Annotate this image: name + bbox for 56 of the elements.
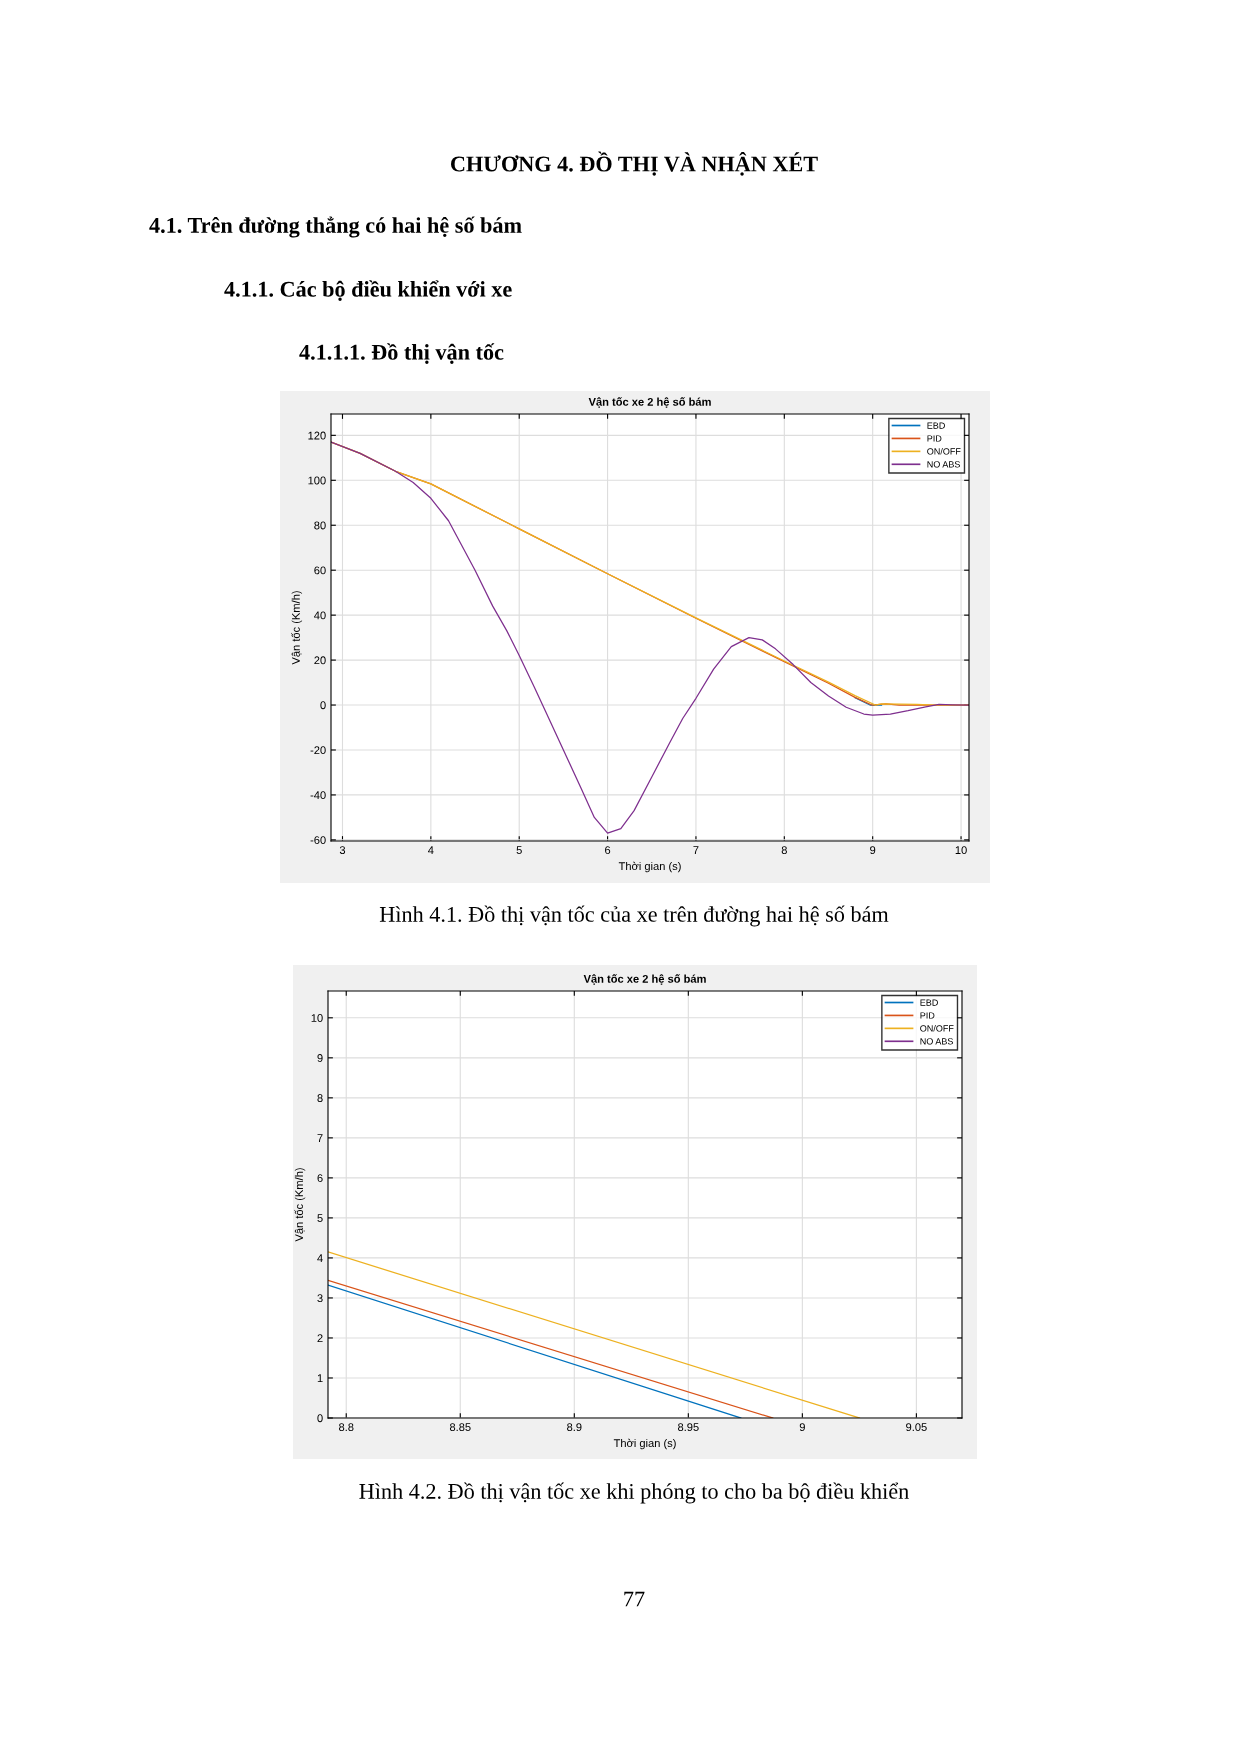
- x-tick-label: 4: [428, 846, 434, 854]
- y-axis-title: Vận tốc (Km/h): [294, 1168, 306, 1242]
- legend-label: NO ABS: [920, 1038, 953, 1045]
- y-tick-label: 0: [317, 1414, 323, 1423]
- y-tick-label: -20: [310, 746, 326, 755]
- y-tick-label: 80: [314, 521, 326, 530]
- y-tick-label: 3: [317, 1294, 323, 1303]
- legend-label: ON/OFF: [920, 1024, 954, 1032]
- x-tick-label: 6: [605, 846, 611, 855]
- text: 77: [624, 1591, 645, 1607]
- y-tick-label: 8: [317, 1094, 323, 1102]
- y-tick-label: 9: [317, 1054, 323, 1062]
- y-axis-title: Vận tốc (Km/h): [291, 591, 303, 665]
- x-tick-label: 10: [955, 846, 967, 855]
- x-tick-label: 8.9: [567, 1423, 582, 1432]
- text: 4.1.1. Các bộ điều khiển với xe: [224, 280, 512, 301]
- legend-label: EBD: [920, 999, 938, 1006]
- x-tick-label: 8.85: [449, 1423, 471, 1432]
- legend-label: ON/OFF: [927, 447, 961, 455]
- text: 4.1.1.1. Đồ thị vận tốc: [299, 343, 504, 364]
- x-tick-label: 9: [799, 1423, 805, 1432]
- x-tick-label: 9: [870, 846, 876, 855]
- x-axis-title: Thời gian (s): [618, 861, 681, 873]
- legend-label: EBD: [927, 422, 945, 429]
- text: Hình 4.2. Đồ thị vận tốc xe khi phóng to cho ba bộ điều khiển: [359, 1482, 909, 1504]
- chart-title: Vận tốc xe 2 hệ số bám: [583, 974, 706, 985]
- y-tick-label: 0: [320, 701, 326, 710]
- y-tick-label: 1: [317, 1374, 323, 1383]
- y-tick-label: 60: [314, 566, 326, 575]
- x-axis-title: Thời gian (s): [613, 1438, 676, 1450]
- y-tick-label: 7: [317, 1134, 323, 1142]
- chart-title: Vận tốc xe 2 hệ số bám: [588, 397, 711, 408]
- y-tick-label: 100: [308, 476, 326, 485]
- text: CHƯƠNG 4. ĐỒ THỊ VÀ NHẬN XÉT: [451, 151, 818, 176]
- y-tick-label: 4: [317, 1254, 323, 1262]
- y-tick-label: -40: [310, 791, 326, 800]
- y-tick-label: 20: [314, 656, 326, 665]
- x-tick-label: 3: [339, 846, 346, 855]
- y-tick-label: 10: [311, 1014, 323, 1022]
- x-tick-label: 8: [781, 846, 787, 855]
- x-tick-label: 8.8: [339, 1423, 354, 1432]
- y-tick-label: 40: [314, 611, 326, 620]
- x-tick-label: 8.95: [678, 1423, 699, 1432]
- x-tick-label: 9.05: [906, 1423, 927, 1432]
- y-tick-label: 5: [317, 1214, 323, 1223]
- legend-label: PID: [920, 1012, 935, 1019]
- x-tick-label: 5: [516, 846, 522, 855]
- legend-label: NO ABS: [927, 461, 960, 468]
- legend-label: PID: [927, 435, 942, 442]
- y-tick-label: 120: [308, 431, 326, 440]
- y-tick-label: 2: [317, 1334, 323, 1342]
- y-tick-label: 6: [317, 1174, 323, 1183]
- text: Hình 4.1. Đồ thị vận tốc của xe trên đường hai hệ số bám: [379, 905, 889, 927]
- y-tick-label: -60: [310, 836, 326, 845]
- x-tick-label: 7: [693, 846, 699, 854]
- text: 4.1. Trên đường thẳng có hai hệ số bám: [149, 216, 522, 238]
